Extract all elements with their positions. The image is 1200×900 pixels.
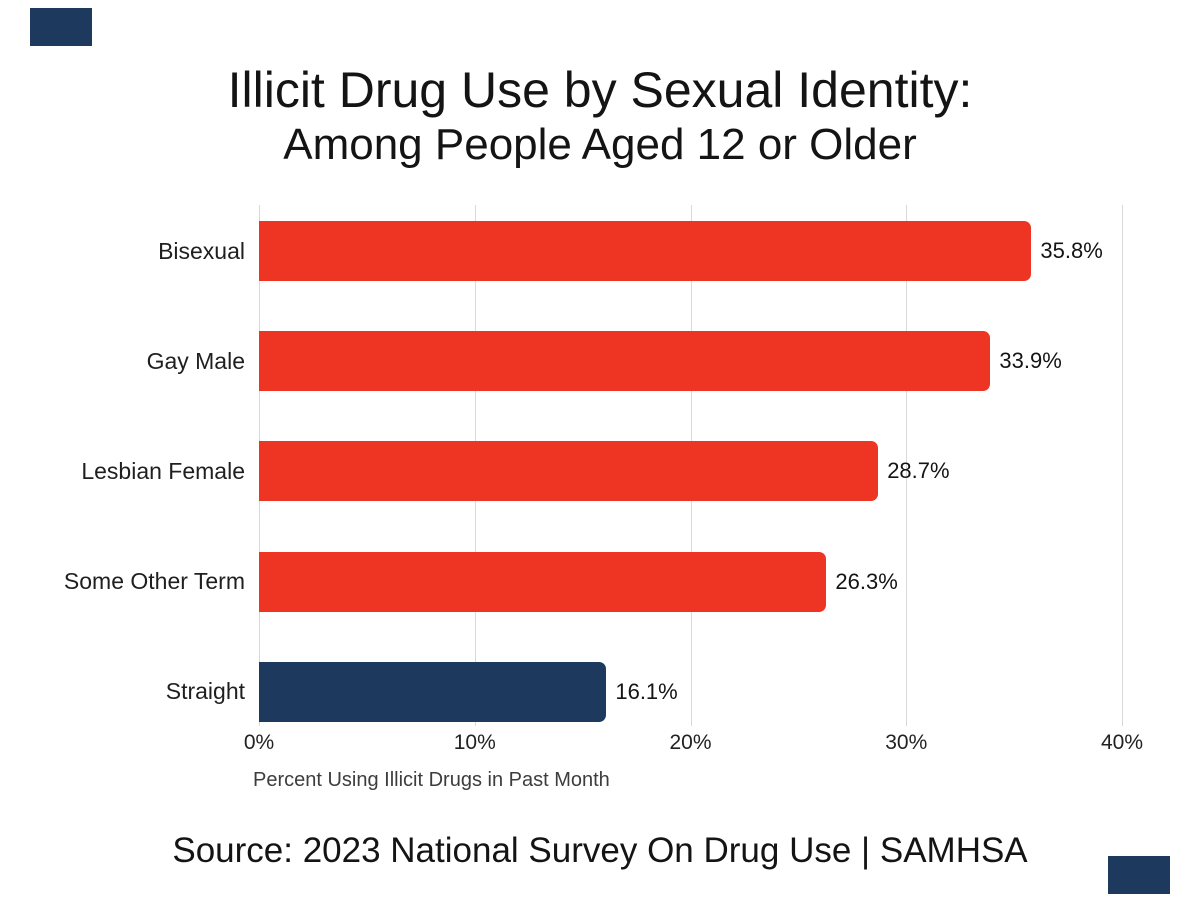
x-axis-title: Percent Using Illicit Drugs in Past Mont… [253, 769, 610, 791]
bar-some-other-term [259, 551, 827, 612]
source-attribution: Source: 2023 National Survey On Drug Use… [172, 831, 1028, 870]
bar-straight [259, 661, 607, 722]
value-label-gay-male: 33.9% [999, 348, 1062, 374]
x-tick-10%: 10% [453, 731, 496, 754]
category-label-straight: Straight [165, 678, 245, 705]
category-label-lesbian-female: Lesbian Female [81, 457, 245, 484]
chart-title: Illicit Drug Use by Sexual Identity: [227, 62, 973, 118]
x-tick-20%: 20% [669, 731, 712, 754]
chart-subtitle: Among People Aged 12 or Older [283, 120, 917, 169]
corner-accent-top-left [30, 8, 92, 46]
value-label-bisexual: 35.8% [1040, 238, 1103, 263]
plot-area [259, 205, 1123, 726]
value-label-lesbian-female: 28.7% [887, 458, 950, 484]
bar-lesbian-female [259, 441, 879, 502]
bar-bisexual [259, 221, 1032, 281]
x-tick-0%: 0% [243, 731, 275, 754]
value-label-straight: 16.1% [615, 678, 678, 704]
value-label-some-other-term: 26.3% [835, 568, 898, 594]
category-label-some-other-term: Some Other Term [63, 568, 245, 595]
x-tick-40%: 40% [1100, 731, 1144, 754]
x-tick-30%: 30% [885, 731, 928, 754]
category-label-bisexual: Bisexual [158, 237, 245, 264]
corner-accent-bottom-right [1108, 856, 1170, 894]
gridline-30% [906, 205, 908, 726]
category-label-gay-male: Gay Male [146, 347, 245, 374]
gridline-40% [1122, 205, 1123, 726]
bar-gay-male [259, 331, 991, 392]
